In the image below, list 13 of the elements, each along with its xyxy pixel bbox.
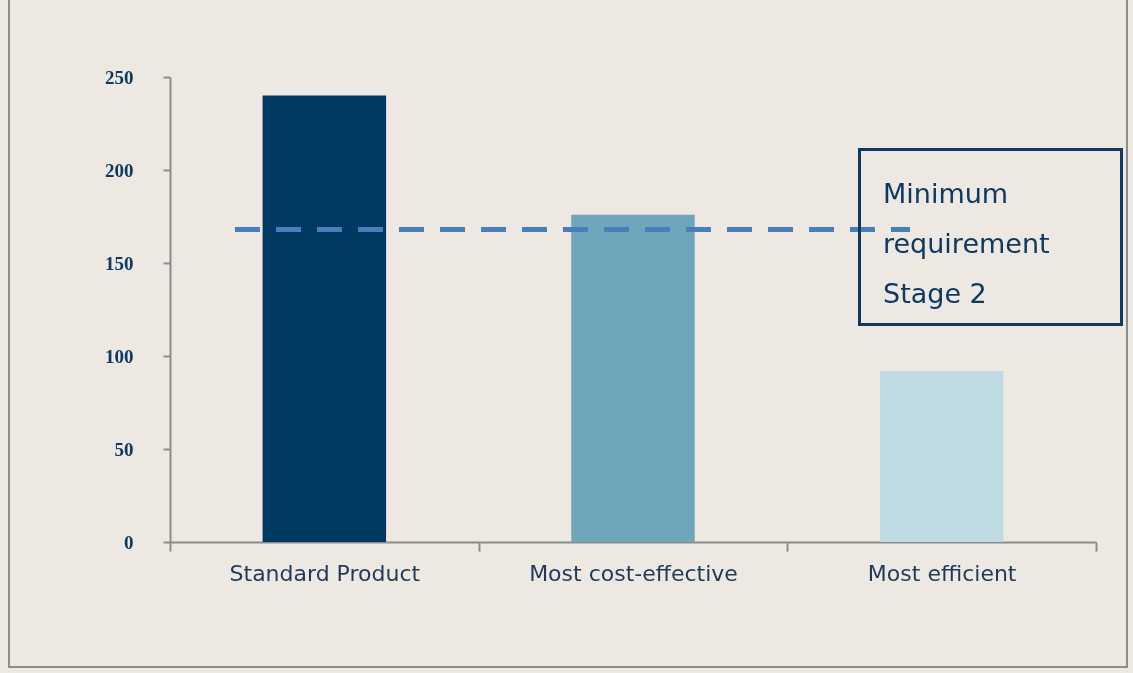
bar (262, 95, 387, 542)
label-box: Minimum requirement Stage 2 (858, 148, 1123, 326)
y-tick-label: 150 (105, 252, 134, 274)
x-tick-label: Standard Product (229, 560, 421, 586)
bar (571, 214, 695, 542)
y-tick-label: 0 (124, 531, 134, 553)
y-tick-label: 250 (105, 66, 134, 88)
y-tick-label: 100 (105, 345, 134, 367)
x-tick-label: Most cost-effective (529, 560, 738, 586)
y-tick-label: 200 (105, 159, 134, 181)
y-tick-label: 50 (114, 438, 134, 460)
bar (879, 370, 1004, 542)
x-tick-label: Most efficient (867, 560, 1017, 586)
